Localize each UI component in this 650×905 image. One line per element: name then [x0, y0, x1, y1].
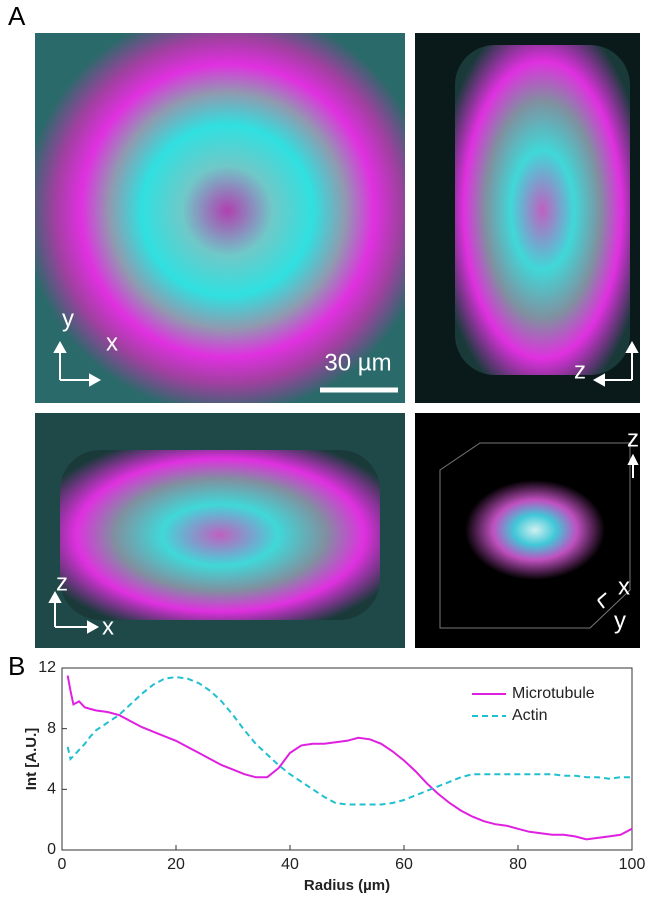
axis-label: x: [106, 329, 118, 356]
axis-label: y: [62, 305, 74, 332]
x-axis-label: Radius (µm): [304, 877, 390, 894]
axis-label: x: [618, 573, 630, 600]
axis-arrows: [48, 340, 639, 634]
legend-label: Microtubule: [512, 685, 595, 702]
image-3d-cell: [465, 480, 605, 580]
legend-label: Actin: [512, 707, 548, 724]
series-line: [66, 676, 632, 806]
x-tick-label: 100: [619, 856, 646, 873]
line-chart: 0 20 40 60 80 100 0 4 8 12 Radius (µm) Int [A.U.] Mi…: [23, 659, 645, 894]
axis-label: z: [627, 425, 639, 452]
scale-bar-label: 30 µm: [324, 349, 391, 376]
series-line: [66, 675, 633, 841]
x-tick-label: 80: [509, 856, 527, 873]
x-tick-label: 0: [58, 856, 67, 873]
image-zy-cell: [455, 45, 630, 375]
y-tick-label: 4: [47, 781, 56, 798]
axis-label: z: [574, 357, 586, 384]
panel-label: A: [8, 1, 26, 31]
axis-label: y: [614, 607, 626, 634]
y-axis-label: Int [A.U.]: [23, 728, 40, 790]
volume-box: [439, 442, 631, 629]
axis-label: z: [56, 569, 68, 596]
axis-label: x: [102, 613, 114, 640]
image-xy-cell: [35, 33, 405, 403]
image-xz-cell: [60, 450, 380, 620]
x-tick-label: 40: [281, 856, 299, 873]
plot-frame: [61, 667, 633, 851]
y-tick-label: 12: [38, 659, 56, 676]
x-tick-label: 20: [167, 856, 185, 873]
x-tick-label: 60: [395, 856, 413, 873]
panel-label: B: [8, 651, 25, 681]
y-tick-label: 8: [47, 720, 56, 737]
y-tick-label: 0: [47, 841, 56, 858]
